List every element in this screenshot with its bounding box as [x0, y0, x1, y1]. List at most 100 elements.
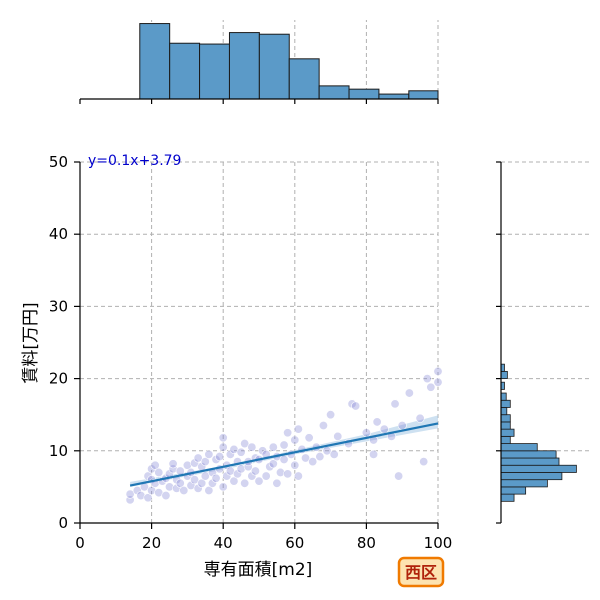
scatter-point — [308, 457, 318, 467]
scatter-point — [433, 377, 443, 387]
scatter-point — [193, 453, 203, 463]
top-hist-bar — [378, 93, 410, 100]
scatter-point — [254, 476, 264, 486]
right-hist-bar — [500, 407, 508, 416]
scatter-point — [275, 467, 285, 477]
x-axis-title: 専有面積[m2] — [204, 560, 313, 580]
y-tick-label: 0 — [58, 514, 68, 532]
y-tick-label: 50 — [49, 153, 68, 171]
scatter-points — [125, 366, 443, 505]
scatter-point — [125, 489, 135, 499]
scatter-point — [200, 471, 210, 481]
scatter-point — [397, 421, 407, 431]
scatter-point — [419, 457, 429, 467]
scatter-point — [211, 454, 221, 464]
right-hist-bar — [500, 428, 515, 437]
right-hist-bar — [500, 392, 507, 401]
scatter-point — [225, 449, 235, 459]
y-tick-label: 30 — [49, 297, 68, 315]
scatter-point — [379, 424, 389, 434]
scatter-point — [329, 449, 339, 459]
scatter-point — [394, 471, 404, 481]
top-hist-bar — [199, 43, 230, 100]
scatter-point — [168, 459, 178, 469]
x-tick-label: 100 — [424, 534, 453, 552]
right-hist-bar — [500, 370, 508, 380]
top-hist-bar — [139, 23, 171, 100]
scatter-point — [279, 454, 289, 464]
scatter-point — [207, 478, 217, 488]
regression-line — [129, 422, 439, 487]
scatter-point — [318, 421, 328, 431]
right-hist-bar — [500, 421, 511, 430]
top-hist-bar — [318, 85, 350, 100]
scatter-point — [236, 464, 246, 474]
top-hist-bar — [408, 90, 439, 100]
scatter-point — [218, 442, 228, 452]
scatter-point — [211, 473, 221, 483]
scatter-point — [283, 469, 293, 479]
scatter-point — [426, 382, 436, 392]
top-hist-bar — [228, 32, 260, 100]
scatter-point — [361, 428, 371, 438]
scatter-point — [204, 486, 214, 496]
top-hist-bar — [169, 42, 201, 100]
scatter-point — [283, 428, 293, 438]
scatter-point — [258, 446, 268, 456]
scatter-point — [404, 388, 414, 398]
scatter-point — [204, 449, 214, 459]
regression-equation: y=0.1x+3.79 — [88, 153, 181, 169]
scatter-point — [369, 449, 379, 459]
scatter-point — [304, 433, 314, 443]
scatter-point — [161, 491, 171, 501]
top-hist-bar — [258, 33, 290, 100]
y-axis-title: 賃料[万円] — [21, 302, 41, 383]
scatter-point — [200, 457, 210, 467]
scatter-point — [229, 444, 239, 454]
scatter-point — [193, 483, 203, 493]
scatter-point — [247, 471, 257, 481]
scatter-point — [179, 486, 189, 496]
scatter-point — [168, 464, 178, 474]
right-histogram — [500, 363, 577, 502]
scatter-point — [265, 462, 275, 472]
badge-label: 西区 — [405, 563, 437, 582]
scatter-point — [268, 442, 278, 452]
regression-line-group — [129, 422, 439, 487]
x-tick-label: 80 — [357, 534, 376, 552]
x-tick-label: 40 — [214, 534, 233, 552]
x-tick-label: 20 — [142, 534, 161, 552]
scatter-point — [415, 413, 425, 423]
scatter-point — [182, 460, 192, 470]
top-hist-bar — [288, 58, 320, 100]
right-hist-bar — [500, 479, 548, 488]
scatter-point — [222, 471, 232, 481]
scatter-point — [190, 458, 200, 468]
scatter-point — [236, 447, 246, 457]
scatter-point — [301, 453, 311, 463]
scatter-point — [433, 366, 443, 376]
scatter-point — [229, 476, 239, 486]
scatter-point — [218, 482, 228, 492]
top-hist-bar — [348, 88, 380, 100]
scatter-point — [218, 433, 228, 443]
scatter-point — [290, 435, 300, 445]
right-hist-bar — [500, 450, 557, 459]
scatter-point — [422, 374, 432, 384]
scatter-point — [240, 439, 250, 449]
scatter-point — [154, 467, 164, 477]
scatter-point — [190, 475, 200, 485]
scatter-point — [268, 459, 278, 469]
right-hist-bar — [500, 399, 511, 408]
scatter-point — [293, 424, 303, 434]
scatter-point — [143, 493, 153, 503]
scatter-point — [147, 464, 157, 474]
scatter-point — [351, 401, 361, 411]
y-tick-label: 40 — [49, 225, 68, 243]
y-tick-label: 20 — [49, 370, 68, 388]
scatter-point — [150, 460, 160, 470]
scatter-point — [225, 466, 235, 476]
right-hist-bar — [500, 493, 515, 502]
right-hist-bar — [500, 486, 527, 495]
